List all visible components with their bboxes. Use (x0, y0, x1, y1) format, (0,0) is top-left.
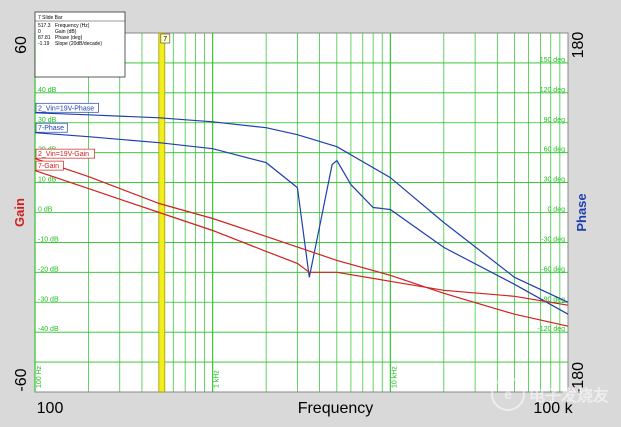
info-box-title: 7 Slide Bar (38, 15, 63, 21)
info-row-label: Gain (dB) (55, 29, 77, 35)
gain-tick-label: 40 dB (38, 87, 57, 94)
phase-tick-label: -90 deg (541, 296, 565, 303)
info-row-label: Frequency (Hz) (55, 23, 90, 29)
freq-max-label: 100 k (533, 400, 573, 417)
phase-min-label: -180 (570, 362, 587, 394)
gain-tick-label: -10 dB (38, 236, 59, 243)
watermark-text: 电子发烧友 (528, 386, 609, 405)
series-legend: 7-Phase (35, 122, 68, 133)
phase-tick-label: 60 deg (544, 147, 566, 154)
series-line (34, 170, 569, 306)
phase-tick-label: 0 deg (547, 207, 565, 214)
gain-min-label: -60 (13, 368, 30, 391)
phase-tick-label: -120 deg (537, 326, 565, 333)
watermark-logo: e (490, 377, 525, 411)
series-legend: 2_Vin=19V-Gain (35, 148, 95, 159)
freq-min-label: 100 (37, 400, 64, 417)
series-legend-box (35, 122, 68, 133)
gain-axis-title: Gain (12, 198, 27, 227)
gain-tick-label: 30 dB (38, 117, 57, 124)
freq-tick-label: 10 kHz (391, 366, 398, 388)
series-legend-box (35, 148, 95, 159)
info-row-value: 0 (38, 29, 41, 35)
phase-tick-label: 30 deg (544, 177, 566, 184)
freq-tick-label: 1 kHz (214, 370, 221, 388)
series-legend-text: 7-Gain (38, 163, 59, 170)
phase-tick-label: 90 deg (544, 117, 566, 124)
phase-axis-title: Phase (574, 193, 589, 231)
gain-tick-label: 10 dB (38, 177, 57, 184)
series-line (34, 158, 569, 327)
grid-horizontal (35, 62, 568, 363)
freq-tick-label: 100 Hz (36, 365, 43, 388)
series-legend-box (35, 102, 99, 113)
info-box: 7 Slide Bar 517.3 Frequency (Hz) 0 Gain (dB)… (34, 11, 126, 78)
phase-max-label: 180 (570, 32, 587, 59)
gain-tick-label: -40 dB (38, 326, 59, 333)
phase-tick-label: 150 deg (540, 57, 565, 64)
freq-axis-title: Frequency (298, 400, 374, 417)
series-legend-box (35, 160, 64, 171)
gain-tick-label: 0 dB (38, 207, 53, 214)
info-row-label: Phase (deg) (55, 35, 83, 41)
series-legend-text: 7-Phase (38, 125, 64, 132)
watermark: e 电子发烧友 (490, 377, 609, 411)
info-row-label: Slope (20dB/decade) (55, 41, 102, 47)
gain-max-label: 60 (13, 36, 30, 54)
info-box-frame (34, 11, 126, 78)
series-legend-text: 2_Vin=19V-Gain (38, 151, 89, 158)
series-legend-text: 2_Vin=19V-Phase (38, 105, 94, 112)
info-row-value: 517.3 (38, 23, 51, 29)
phase-tick-label: 120 deg (540, 87, 565, 94)
series-legend: 2_Vin=19V-Phase (35, 102, 99, 113)
phase-tick-label: -30 deg (541, 236, 565, 243)
cursor-flag (160, 33, 171, 44)
gain-tick-label: -20 dB (38, 266, 59, 273)
info-row-value: 87.81 (38, 35, 51, 41)
cursor-label: 7 (163, 36, 167, 43)
series-line (34, 132, 569, 315)
series-legend: 7-Gain (35, 160, 64, 171)
info-row-value: -1.19 (38, 41, 50, 47)
gain-tick-label: -30 dB (38, 296, 59, 303)
series-line (34, 112, 569, 303)
phase-tick-label: -60 deg (541, 266, 565, 273)
